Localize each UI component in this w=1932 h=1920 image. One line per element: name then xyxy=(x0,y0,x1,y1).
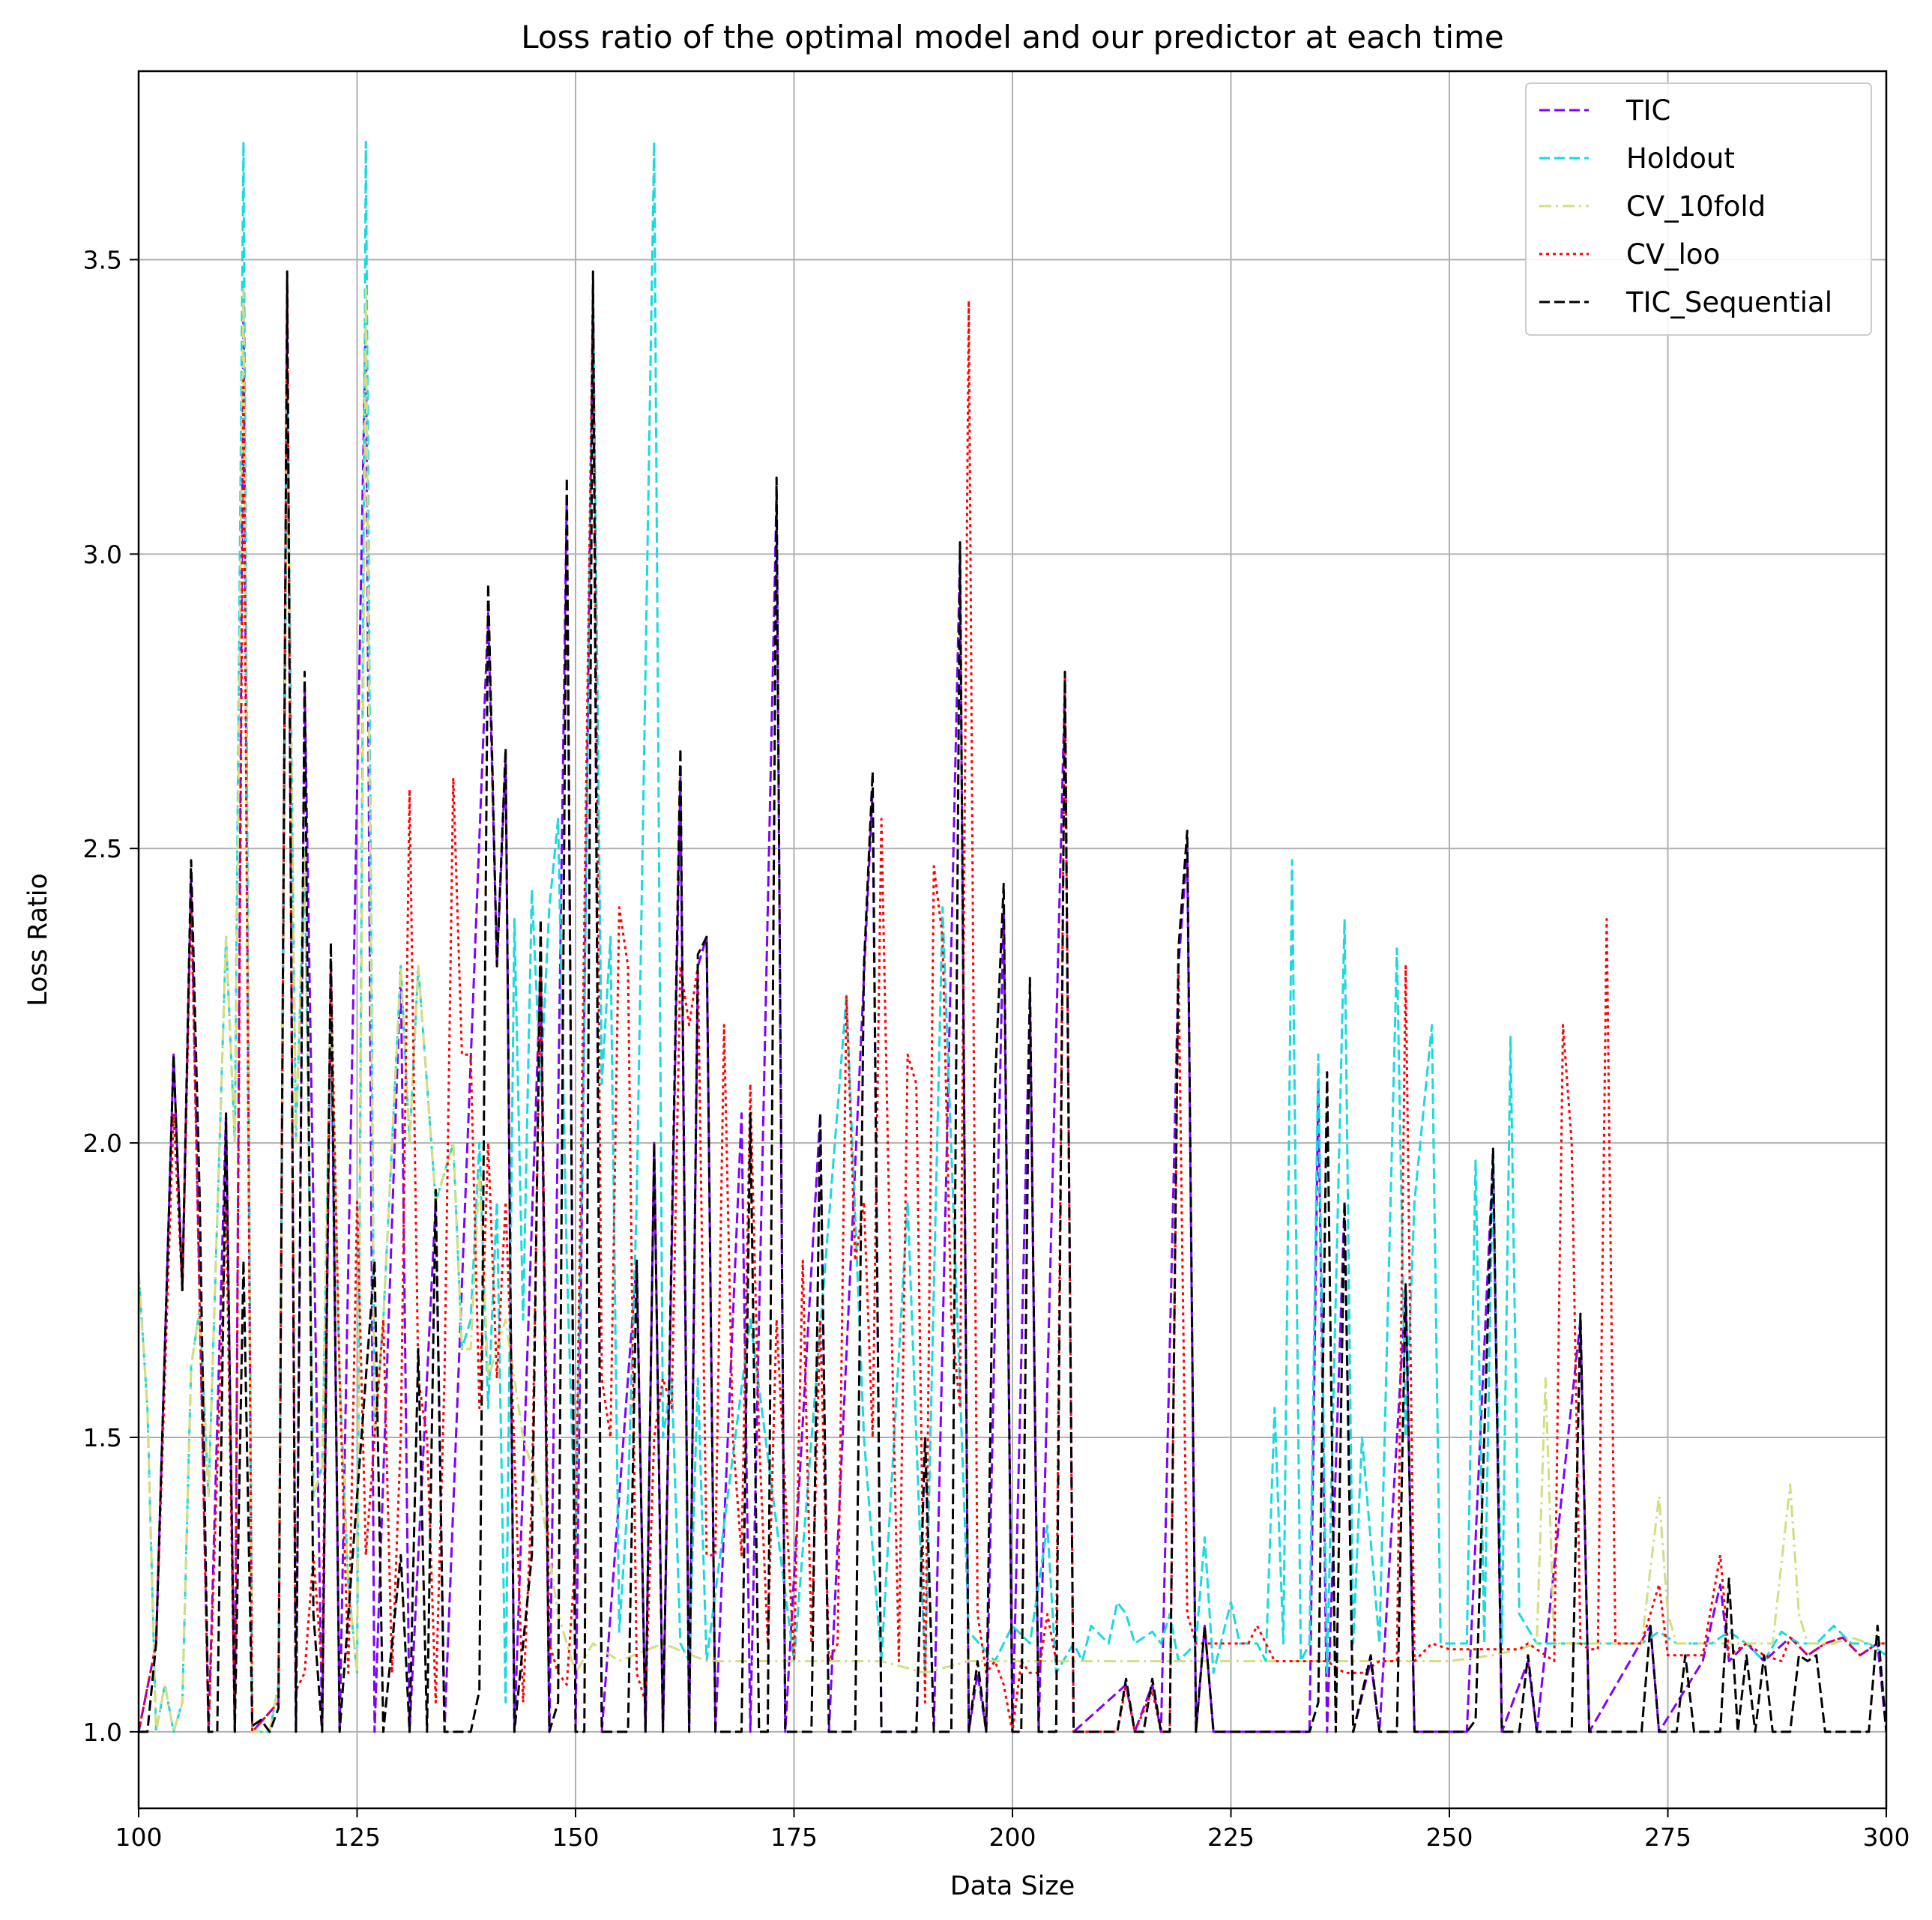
series-layer xyxy=(139,140,1886,1733)
x-tick-label: 150 xyxy=(552,1823,600,1852)
x-tick-label: 300 xyxy=(1863,1823,1910,1852)
x-tick-label: 100 xyxy=(115,1823,163,1852)
legend-label: TIC xyxy=(1625,94,1670,127)
y-tick-label: 1.0 xyxy=(83,1718,122,1747)
legend-label: Holdout xyxy=(1626,142,1735,175)
y-axis-label: Loss Ratio xyxy=(23,873,53,1006)
y-tick-label: 1.5 xyxy=(83,1423,122,1452)
y-tick-label: 2.5 xyxy=(83,834,122,863)
x-tick-label: 225 xyxy=(1207,1823,1255,1852)
x-tick-label: 250 xyxy=(1426,1823,1473,1852)
x-tick-label: 125 xyxy=(333,1823,381,1852)
legend-box xyxy=(1525,82,1872,336)
x-tick-label: 200 xyxy=(989,1823,1036,1852)
y-axis: 1.0 1.5 2.0 2.5 3.0 3.5 xyxy=(83,245,139,1747)
y-tick-label: 3.5 xyxy=(83,245,122,274)
y-tick-label: 2.0 xyxy=(83,1129,122,1158)
x-axis: 100 125 150 175 200 225 250 275 300 xyxy=(115,1808,1910,1852)
x-tick-label: 275 xyxy=(1644,1823,1691,1852)
series-line-cv-loo xyxy=(139,288,1886,1733)
legend-label: TIC_Sequential xyxy=(1625,286,1832,319)
x-tick-label: 175 xyxy=(770,1823,818,1852)
x-axis-label: Data Size xyxy=(950,1871,1075,1901)
y-tick-label: 3.0 xyxy=(83,540,122,569)
legend: TIC Holdout CV_10fold CV_loo TIC_Sequential xyxy=(1525,82,1872,336)
series-line-tic-sequential xyxy=(139,270,1886,1733)
legend-label: CV_loo xyxy=(1626,238,1720,271)
legend-label: CV_10fold xyxy=(1626,190,1766,223)
chart-title: Loss ratio of the optimal model and our … xyxy=(521,19,1504,55)
